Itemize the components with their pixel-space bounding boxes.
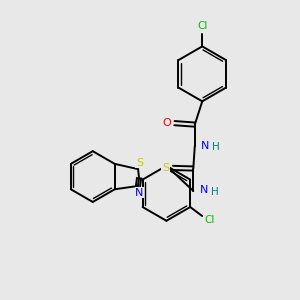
Text: N: N: [200, 185, 208, 195]
Text: S: S: [136, 158, 143, 168]
Text: O: O: [163, 118, 171, 128]
Text: N: N: [135, 188, 144, 197]
Text: Cl: Cl: [204, 215, 215, 226]
Text: S: S: [162, 163, 169, 173]
Text: N: N: [201, 140, 210, 151]
Text: Cl: Cl: [197, 21, 207, 31]
Text: H: H: [211, 187, 218, 196]
Text: H: H: [212, 142, 220, 152]
